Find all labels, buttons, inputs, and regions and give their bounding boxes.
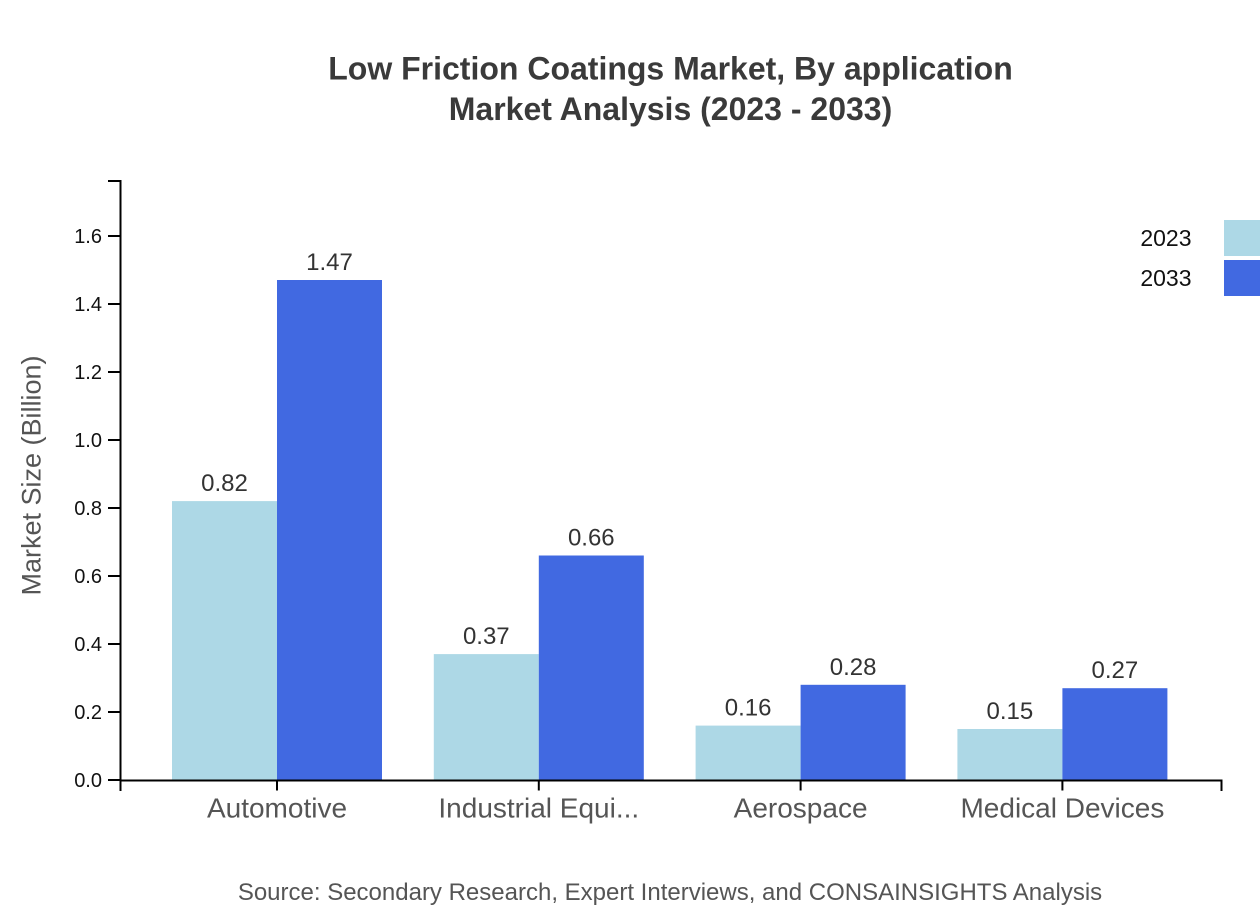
svg-text:Industrial Equi...: Industrial Equi...	[438, 793, 639, 824]
svg-text:2023: 2023	[1140, 225, 1191, 251]
svg-text:0.6: 0.6	[74, 566, 102, 588]
svg-text:0.8: 0.8	[74, 498, 102, 520]
svg-text:0.15: 0.15	[987, 698, 1034, 725]
svg-text:0.0: 0.0	[74, 770, 102, 792]
svg-text:0.82: 0.82	[201, 470, 248, 497]
svg-text:0.37: 0.37	[463, 623, 510, 650]
svg-text:1.4: 1.4	[74, 294, 102, 316]
svg-text:Aerospace: Aerospace	[734, 793, 868, 824]
svg-text:2033: 2033	[1140, 265, 1191, 291]
svg-text:1.0: 1.0	[74, 430, 102, 452]
svg-text:Market Analysis (2023 - 2033): Market Analysis (2023 - 2033)	[449, 91, 893, 127]
svg-text:Market Size (Billion): Market Size (Billion)	[17, 355, 47, 595]
svg-text:1.47: 1.47	[306, 249, 353, 276]
svg-text:Source: Secondary Research, Ex: Source: Secondary Research, Expert Inter…	[238, 879, 1102, 906]
svg-text:Low Friction Coatings Market,: Low Friction Coatings Market, By applica…	[328, 51, 1013, 87]
svg-text:0.4: 0.4	[74, 634, 102, 656]
svg-text:1.6: 1.6	[74, 226, 102, 248]
svg-text:0.2: 0.2	[74, 702, 102, 724]
svg-text:1.2: 1.2	[74, 362, 102, 384]
svg-text:Automotive: Automotive	[207, 793, 347, 824]
svg-text:0.28: 0.28	[830, 654, 877, 681]
svg-text:Medical Devices: Medical Devices	[960, 793, 1164, 824]
svg-text:0.66: 0.66	[568, 525, 615, 552]
svg-text:0.27: 0.27	[1092, 657, 1139, 684]
svg-text:0.16: 0.16	[725, 695, 772, 722]
